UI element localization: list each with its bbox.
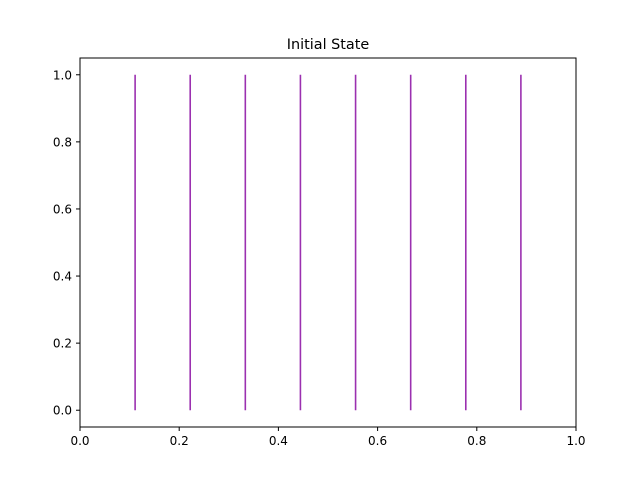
chart-title: Initial State	[287, 37, 370, 53]
y-tick-label: 0.2	[53, 337, 72, 351]
plot-series	[134, 74, 522, 411]
x-tick-label: 0.0	[70, 434, 89, 448]
x-tick-label: 0.6	[368, 434, 387, 448]
y-tick-label: 0.8	[53, 135, 72, 149]
y-axis: 0.0 0.2 0.4 0.6 0.8 1.0	[53, 68, 80, 418]
y-tick-label: 0.6	[53, 202, 72, 216]
y-tick-label: 0.4	[53, 270, 72, 284]
x-tick-label: 0.2	[170, 434, 189, 448]
y-tick-label: 0.0	[53, 404, 72, 418]
x-tick-label: 0.4	[269, 434, 288, 448]
x-tick-label: 0.8	[467, 434, 486, 448]
plot-frame	[79, 57, 577, 428]
y-tick-label: 1.0	[53, 68, 72, 82]
x-tick-label: 1.0	[566, 434, 585, 448]
x-axis: 0.0 0.2 0.4 0.6 0.8 1.0	[70, 427, 586, 448]
